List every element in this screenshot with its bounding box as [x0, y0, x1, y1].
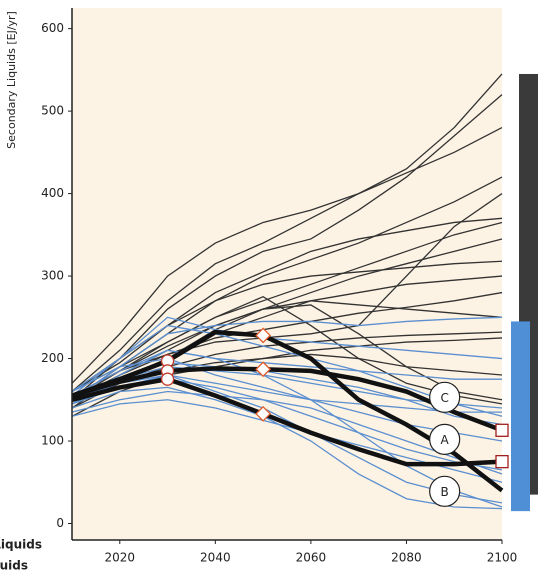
y-tick-label: 200 [41, 351, 64, 365]
scenario-line [71, 349, 503, 508]
range-bar [511, 321, 530, 512]
highlight-line [71, 376, 503, 467]
scenario-line [71, 386, 503, 510]
annotation: Liquids [0, 538, 42, 552]
y-tick-label: 600 [41, 21, 64, 35]
marker [255, 361, 272, 378]
scenario-line [71, 291, 503, 401]
y-tick-label: 500 [41, 104, 64, 118]
scenario-line [71, 390, 503, 475]
y-tick-label: 100 [41, 434, 64, 448]
marker [495, 454, 509, 469]
y-tick-label: 400 [41, 186, 64, 200]
scenario-line [71, 316, 503, 401]
y-axis-label: Secondary Liquids [EJ/yr] [5, 11, 18, 149]
x-tick-label: 2080 [391, 551, 422, 565]
y-tick-label: 0 [56, 516, 64, 530]
scenario-line [71, 260, 503, 393]
marker [495, 423, 509, 437]
series-label: B [441, 485, 449, 499]
series-label: A [441, 433, 450, 447]
series-label: C [440, 391, 448, 405]
scenario-line [71, 295, 503, 405]
scenario-line [71, 127, 503, 384]
x-tick-label: 2020 [105, 551, 136, 565]
label-circle [429, 423, 461, 455]
scenario-line [71, 357, 503, 442]
y-tick-label: 300 [41, 269, 64, 283]
scenario-line [71, 316, 503, 397]
label-circle [429, 475, 461, 507]
scenario-line [71, 221, 503, 401]
x-tick-label: 2040 [200, 551, 231, 565]
label-circle [429, 381, 461, 413]
annotation: uids [0, 559, 28, 573]
marker [160, 372, 175, 386]
scenario-line [71, 94, 503, 401]
x-tick-label: 2060 [296, 551, 327, 565]
marker [255, 405, 272, 422]
marker [255, 327, 272, 344]
scenario-line [71, 300, 503, 397]
plot-background [72, 8, 502, 540]
scenario-line [71, 73, 503, 393]
x-tick-label: 2100 [487, 551, 518, 565]
